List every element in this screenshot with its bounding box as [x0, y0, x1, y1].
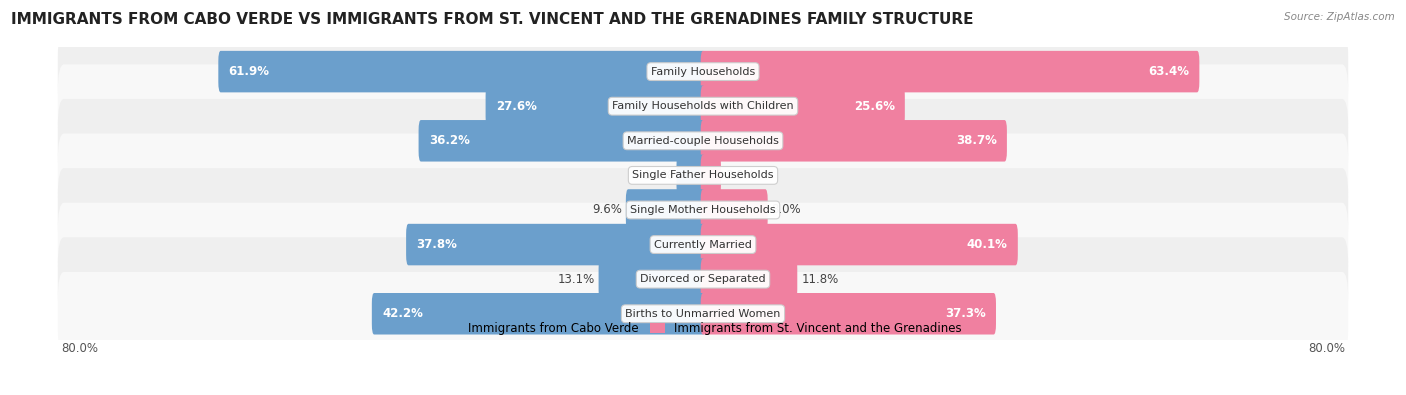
Text: 36.2%: 36.2%: [429, 134, 470, 147]
Text: 3.1%: 3.1%: [643, 169, 672, 182]
Text: Married-couple Households: Married-couple Households: [627, 136, 779, 146]
Text: Single Father Households: Single Father Households: [633, 170, 773, 181]
Text: 2.0%: 2.0%: [725, 169, 755, 182]
FancyBboxPatch shape: [700, 154, 721, 196]
Text: 37.3%: 37.3%: [945, 307, 986, 320]
Text: 42.2%: 42.2%: [382, 307, 423, 320]
Text: Family Households with Children: Family Households with Children: [612, 101, 794, 111]
FancyBboxPatch shape: [676, 154, 706, 196]
Text: 13.1%: 13.1%: [557, 273, 595, 286]
Text: Currently Married: Currently Married: [654, 240, 752, 250]
FancyBboxPatch shape: [700, 189, 768, 231]
FancyBboxPatch shape: [700, 258, 797, 300]
FancyBboxPatch shape: [58, 272, 1348, 356]
FancyBboxPatch shape: [58, 168, 1348, 252]
FancyBboxPatch shape: [58, 237, 1348, 321]
Text: Source: ZipAtlas.com: Source: ZipAtlas.com: [1284, 12, 1395, 22]
FancyBboxPatch shape: [371, 293, 706, 335]
FancyBboxPatch shape: [485, 85, 706, 127]
FancyBboxPatch shape: [700, 51, 1199, 92]
FancyBboxPatch shape: [419, 120, 706, 162]
FancyBboxPatch shape: [58, 30, 1348, 113]
FancyBboxPatch shape: [58, 203, 1348, 286]
FancyBboxPatch shape: [700, 120, 1007, 162]
FancyBboxPatch shape: [58, 64, 1348, 148]
Text: 61.9%: 61.9%: [228, 65, 270, 78]
FancyBboxPatch shape: [406, 224, 706, 265]
Text: Single Mother Households: Single Mother Households: [630, 205, 776, 215]
Text: 63.4%: 63.4%: [1149, 65, 1189, 78]
Text: 40.1%: 40.1%: [967, 238, 1008, 251]
FancyBboxPatch shape: [700, 293, 995, 335]
FancyBboxPatch shape: [58, 134, 1348, 217]
Text: 9.6%: 9.6%: [592, 203, 621, 216]
Text: 25.6%: 25.6%: [853, 100, 894, 113]
Text: 37.8%: 37.8%: [416, 238, 457, 251]
Text: 27.6%: 27.6%: [496, 100, 537, 113]
Text: Births to Unmarried Women: Births to Unmarried Women: [626, 309, 780, 319]
FancyBboxPatch shape: [58, 99, 1348, 182]
Text: IMMIGRANTS FROM CABO VERDE VS IMMIGRANTS FROM ST. VINCENT AND THE GRENADINES FAM: IMMIGRANTS FROM CABO VERDE VS IMMIGRANTS…: [11, 12, 974, 27]
FancyBboxPatch shape: [599, 258, 706, 300]
FancyBboxPatch shape: [700, 224, 1018, 265]
Legend: Immigrants from Cabo Verde, Immigrants from St. Vincent and the Grenadines: Immigrants from Cabo Verde, Immigrants f…: [440, 317, 966, 340]
FancyBboxPatch shape: [700, 85, 905, 127]
FancyBboxPatch shape: [626, 189, 706, 231]
Text: Family Households: Family Households: [651, 67, 755, 77]
Text: 11.8%: 11.8%: [801, 273, 838, 286]
Text: 38.7%: 38.7%: [956, 134, 997, 147]
Text: 8.0%: 8.0%: [772, 203, 801, 216]
Text: Divorced or Separated: Divorced or Separated: [640, 274, 766, 284]
FancyBboxPatch shape: [218, 51, 706, 92]
